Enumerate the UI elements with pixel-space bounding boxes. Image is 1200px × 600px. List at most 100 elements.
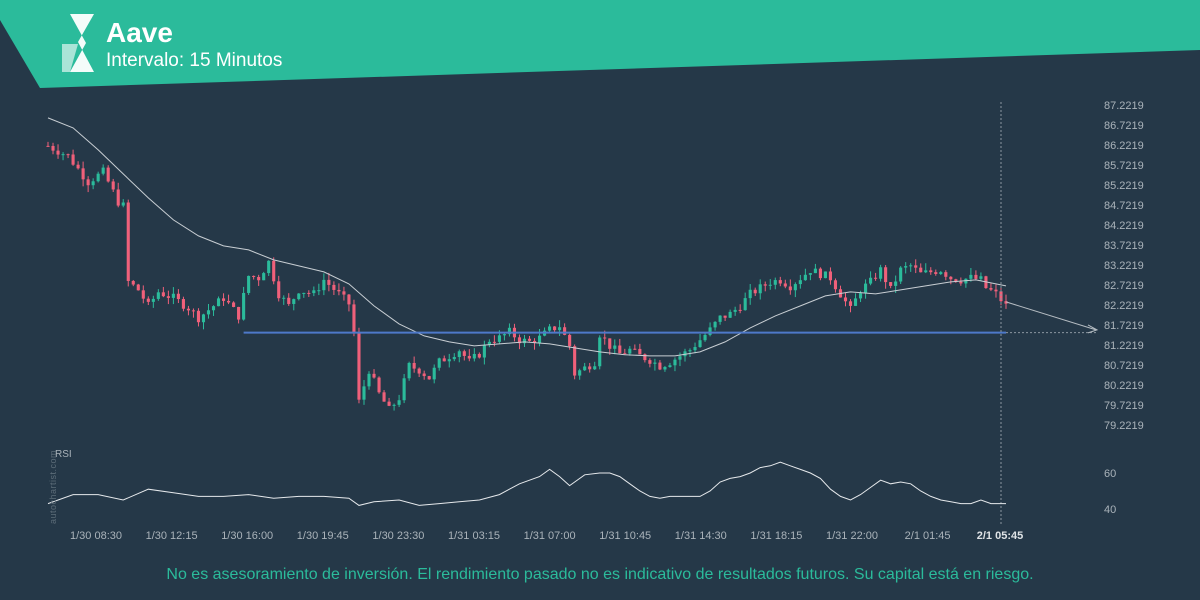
candle-bullish [743,298,747,311]
candle-bullish [693,347,697,351]
candle-bearish [492,341,496,343]
candle-bullish [879,267,883,279]
y-tick-label: 80.2219 [1104,380,1144,392]
candle-bullish [201,314,206,323]
candle-bullish [206,310,211,315]
candle-bullish [853,298,858,306]
rsi-tick-label: 60 [1104,468,1116,480]
candle-bearish [387,401,391,406]
candle-bearish [237,306,241,320]
page-title: Aave [106,17,173,48]
candle-bullish [497,335,501,342]
candle-bearish [126,202,130,281]
candle-bullish [748,289,752,299]
forecast-arrow [1005,301,1097,331]
candle-bullish [216,298,221,307]
candle-bearish [377,377,381,393]
price-axis: 87.2219 86.7219 86.2219 85.7219 85.2219 84.72… [1104,100,1144,432]
candle-bearish [648,360,652,364]
candle-bullish [979,276,983,279]
candle-bullish [924,270,928,273]
candle-bearish [176,293,180,300]
candle-bullish [904,266,908,268]
candle-bearish [342,291,346,295]
candle-bullish [728,311,732,318]
candle-bullish [367,373,371,387]
candle-bullish [713,321,717,328]
candle-bullish [537,335,542,344]
candle-bearish [527,338,532,341]
x-tick-label: 1/30 23:30 [372,530,424,542]
candle-bearish [954,279,958,282]
x-tick-label: 1/30 12:15 [146,530,198,542]
interval-subtitle: Intervalo: 15 Minutos [106,50,283,71]
x-tick-label: 1/30 08:30 [70,530,122,542]
candle-bearish [467,355,471,359]
y-tick-label: 85.2219 [1104,180,1144,192]
candle-bearish [989,288,993,290]
candle-bullish [628,348,632,354]
candle-bearish [563,327,567,335]
candle-bearish [442,358,446,362]
candle-bearish [783,283,787,287]
candle-bearish [874,277,878,279]
candle-bearish [66,154,70,156]
candle-bearish [272,260,276,282]
candle-bearish [738,309,742,311]
candle-bullish [487,341,491,345]
x-tick-label: 1/31 22:00 [826,530,878,542]
candle-bullish [813,268,817,274]
candle-bearish [382,392,386,402]
candle-bearish [618,345,622,354]
candle-bearish [221,298,226,301]
candle-bearish [633,348,637,350]
candle-bullish [317,290,321,292]
candle-bearish [427,376,431,380]
candle-bullish [663,367,667,370]
candle-bearish [56,150,60,155]
candle-bearish [643,354,647,361]
candle-bullish [698,340,702,348]
candle-bullish [758,284,762,294]
candle-bullish [171,293,175,298]
candle-bearish [287,297,291,304]
candle-bullish [297,293,301,300]
candle-bullish [969,274,973,279]
candle-bearish [332,284,336,290]
candle-bearish [116,189,120,206]
candle-bullish [156,292,160,299]
candle-bullish [402,378,406,401]
candle-bearish [994,289,998,292]
y-tick-label: 80.7219 [1104,360,1144,372]
candle-bullish [808,273,812,275]
candle-bullish [457,351,461,358]
candle-bullish [653,362,657,364]
candle-bullish [292,299,296,304]
candle-bearish [146,298,150,302]
candle-bearish [818,268,822,279]
candle-bullish [452,357,456,360]
y-tick-label: 84.7219 [1104,200,1144,212]
candle-bearish [532,340,537,344]
candle-bearish [884,267,888,283]
candlesticks [46,141,1008,411]
candle-bearish [227,300,231,303]
candle-bearish [848,301,853,306]
chart-lines [47,102,1099,525]
candle-bearish [71,154,75,165]
y-tick-label: 86.2219 [1104,140,1144,152]
candle-bullish [823,271,827,279]
candle-bullish [362,386,366,400]
x-tick-label: 1/30 19:45 [297,530,349,542]
rsi-label: RSI [55,449,72,460]
candle-bearish [477,353,481,358]
candle-bearish [889,282,893,286]
y-tick-label: 85.7219 [1104,160,1144,172]
candle-bullish [858,293,863,299]
y-tick-label: 79.7219 [1104,400,1144,412]
candle-bearish [568,334,572,347]
disclaimer-text: No es asesoramiento de inversión. El ren… [166,566,1034,583]
candle-bearish [161,292,165,297]
candle-bearish [658,362,662,370]
candle-bullish [718,315,722,322]
